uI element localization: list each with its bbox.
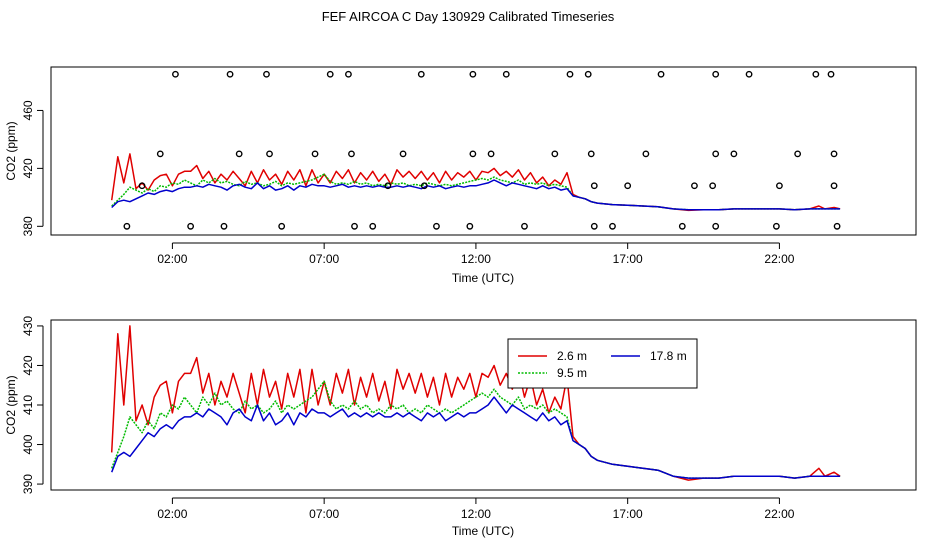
x-tick-label: 02:00 — [157, 252, 187, 266]
top-panel-frame — [50, 66, 917, 236]
top-panel-calibration-points — [123, 70, 841, 230]
calibration-point — [278, 222, 286, 230]
y-tick-label: 380 — [21, 216, 35, 236]
x-tick-label: 22:00 — [764, 252, 794, 266]
calibration-point — [469, 70, 477, 78]
calibration-point — [794, 150, 802, 158]
calibration-point — [326, 70, 334, 78]
calibration-point — [384, 182, 392, 190]
x-tick-label: 17:00 — [613, 252, 643, 266]
top-panel-series — [110, 153, 841, 212]
y-tick-label: 420 — [21, 158, 35, 178]
calibration-point — [502, 70, 510, 78]
x-tick-label: 12:00 — [461, 252, 491, 266]
calibration-point — [745, 70, 753, 78]
calibration-point — [730, 150, 738, 158]
calibration-point — [156, 150, 164, 158]
top-panel-y-axis: 380 420 460 — [21, 100, 44, 236]
legend-label-2-6m: 2.6 m — [557, 349, 587, 363]
y-tick-label: 460 — [21, 100, 35, 120]
calibration-point — [609, 222, 616, 230]
calibration-point — [590, 222, 598, 230]
bottom-panel-x-label: Time (UTC) — [452, 524, 514, 538]
calibration-point — [311, 150, 319, 158]
calibration-point — [584, 70, 592, 78]
x-tick-label: 07:00 — [309, 252, 339, 266]
y-tick-label: 430 — [21, 316, 35, 336]
calibration-point — [551, 150, 559, 158]
x-tick-label: 22:00 — [764, 507, 794, 521]
calibration-point — [220, 222, 228, 230]
calibration-point — [266, 150, 273, 158]
bottom-panel-y-label: CO2 (ppm) — [4, 375, 18, 434]
y-tick-label: 420 — [21, 355, 35, 375]
calibration-point — [590, 182, 598, 190]
y-tick-label: 410 — [21, 395, 35, 415]
calibration-point — [417, 70, 425, 78]
page-title: FEF AIRCOA C Day 130929 Calibrated Times… — [321, 9, 615, 24]
top-panel-x-label: Time (UTC) — [452, 271, 514, 285]
bottom-panel-frame — [50, 319, 917, 491]
calibration-point — [712, 222, 720, 230]
calibration-point — [642, 150, 650, 158]
legend-label-9-5m: 9.5 m — [557, 366, 587, 380]
calibration-point — [345, 70, 352, 78]
legend: 2.6 m 17.8 m 9.5 m — [507, 338, 698, 389]
series-line-2-6-m — [110, 325, 841, 481]
calibration-point — [566, 70, 574, 78]
calibration-point — [712, 70, 720, 78]
calibration-point — [420, 182, 428, 190]
calibration-point — [399, 150, 407, 158]
y-tick-label: 390 — [21, 474, 35, 494]
calibration-point — [351, 222, 358, 230]
x-tick-label: 17:00 — [613, 507, 643, 521]
bottom-panel-y-axis: 390 400 410 420 430 — [21, 316, 44, 494]
legend-box — [507, 338, 698, 389]
calibration-point — [587, 150, 595, 158]
calibration-point — [187, 222, 195, 230]
calibration-point — [830, 182, 838, 190]
series-line-17-8-m — [111, 396, 841, 479]
calibration-point — [466, 222, 474, 230]
calibration-point — [772, 222, 780, 230]
calibration-point — [678, 222, 686, 230]
calibration-point — [712, 150, 720, 158]
calibration-point — [657, 70, 665, 78]
series-line-9-5-m — [111, 173, 841, 211]
top-panel: 380 420 460 02:00 07:00 12:00 17:00 22:00 Time… — [4, 66, 917, 285]
x-tick-label: 02:00 — [157, 507, 187, 521]
calibration-point — [369, 222, 377, 230]
bottom-panel: 390 400 410 420 430 02:00 07:00 12:00 17:00 22:0… — [4, 316, 917, 538]
calibration-point — [172, 70, 179, 78]
y-tick-label: 400 — [21, 434, 35, 454]
calibration-point — [226, 70, 234, 78]
x-tick-label: 12:00 — [461, 507, 491, 521]
calibration-point — [487, 150, 495, 158]
calibration-point — [827, 70, 835, 78]
calibration-point — [433, 222, 440, 230]
calibration-point — [348, 150, 355, 158]
calibration-point — [691, 182, 698, 190]
calibration-point — [709, 182, 717, 190]
calibration-point — [812, 70, 820, 78]
x-tick-label: 07:00 — [309, 507, 339, 521]
calibration-point — [235, 150, 243, 158]
top-panel-y-label: CO2 (ppm) — [4, 121, 18, 180]
calibration-point — [776, 182, 783, 190]
calibration-point — [263, 70, 270, 78]
series-line-17-8-m — [111, 179, 841, 211]
calibration-point — [123, 222, 131, 230]
calibration-point — [830, 150, 838, 158]
calibration-point — [833, 222, 841, 230]
calibration-point — [469, 150, 477, 158]
bottom-panel-x-axis: 02:00 07:00 12:00 17:00 22:00 — [157, 497, 795, 521]
top-panel-x-axis: 02:00 07:00 12:00 17:00 22:00 — [157, 242, 795, 266]
bottom-panel-series — [110, 325, 841, 481]
legend-label-17-8m: 17.8 m — [650, 349, 687, 363]
calibration-point — [624, 182, 632, 190]
calibration-point — [138, 182, 146, 190]
calibration-point — [521, 222, 528, 230]
